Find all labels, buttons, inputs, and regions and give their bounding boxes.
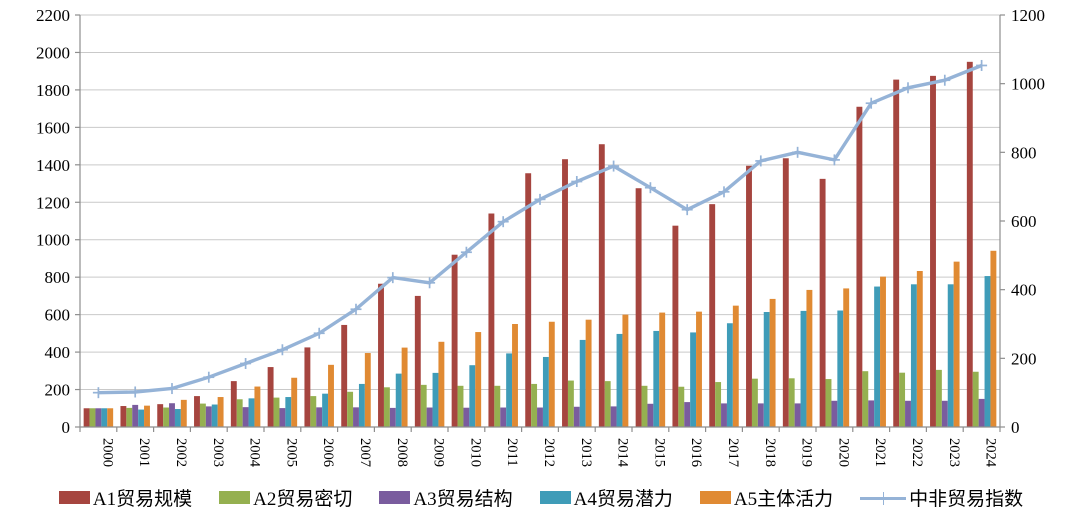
svg-text:2018: 2018 [762,438,778,467]
svg-text:2200: 2200 [36,6,70,25]
svg-text:1400: 1400 [36,156,70,175]
svg-text:2000: 2000 [99,438,115,467]
svg-text:2015: 2015 [651,438,667,467]
legend-label-a3: A3贸易结构 [413,489,513,510]
legend-item-a2: A2贸易密切 [219,484,352,511]
svg-text:200: 200 [1011,349,1037,368]
legend-swatch-a5 [699,491,731,504]
svg-text:2007: 2007 [357,438,373,467]
svg-text:2005: 2005 [283,438,299,467]
svg-text:2010: 2010 [467,438,483,467]
svg-text:2002: 2002 [173,438,189,467]
svg-text:0: 0 [62,418,71,437]
svg-text:2017: 2017 [725,438,741,467]
svg-text:400: 400 [1011,281,1037,300]
svg-text:2023: 2023 [946,438,962,467]
svg-text:2008: 2008 [394,438,410,467]
svg-text:2022: 2022 [909,438,925,467]
svg-text:2020: 2020 [835,438,851,467]
bars-3 [95,398,985,427]
legend-swatch-a4 [539,491,571,504]
bars-4 [101,276,991,427]
svg-text:400: 400 [45,343,71,362]
legend-item-a1: A1贸易规模 [58,484,193,511]
axes [75,14,1005,432]
legend-label-index: 中非贸易指数 [909,489,1024,510]
svg-text:2019: 2019 [799,438,815,467]
svg-text:2003: 2003 [210,438,226,467]
svg-text:2013: 2013 [578,438,594,467]
svg-text:1000: 1000 [36,231,70,250]
svg-text:2016: 2016 [688,438,704,467]
combo-chart: 0200400600800100012001400160018002000220… [36,6,1045,468]
svg-text:2014: 2014 [615,438,631,468]
legend-label-a5: A5主体活力 [733,489,834,510]
svg-text:1000: 1000 [1011,75,1045,94]
svg-text:2006: 2006 [320,438,336,467]
legend-item-a3: A3贸易结构 [379,484,513,511]
legend-label-a1: A1贸易规模 [92,489,193,510]
svg-text:600: 600 [1011,212,1037,231]
svg-text:1800: 1800 [36,81,70,100]
svg-text:2004: 2004 [247,438,263,468]
svg-text:1600: 1600 [36,118,70,137]
legend-swatch-a1 [58,491,90,504]
index-line-plus-markers [92,59,988,399]
svg-text:800: 800 [1011,143,1037,162]
legend-swatch-a3 [379,491,411,504]
legend-label-a2: A2贸易密切 [253,489,353,510]
svg-text:1200: 1200 [36,193,70,212]
svg-text:0: 0 [1011,418,1020,437]
svg-text:800: 800 [45,268,71,287]
svg-text:2012: 2012 [541,438,557,467]
legend-item-a5: A5主体活力 [699,484,834,511]
svg-text:2009: 2009 [431,438,447,467]
svg-text:2021: 2021 [872,438,888,467]
chart-legend: A1贸易规模 A2贸易密切 A3贸易结构 A4贸易潜力 A5主体活力 中非贸易指… [0,484,1082,511]
legend-line-marker-icon [860,490,907,506]
legend-item-a4: A4贸易潜力 [539,484,673,511]
svg-text:2000: 2000 [36,43,70,62]
svg-text:600: 600 [45,306,71,325]
legend-item-index-line: 中非贸易指数 [860,484,1023,511]
right-axis-labels: 0 200 400 600 800 1000 1200 [1011,6,1045,437]
bars-1 [83,61,973,428]
svg-text:2024: 2024 [983,438,999,468]
left-axis-labels: 0 200 400 600 800 1000 1200 1400 1600 1800 2000 220… [36,6,70,437]
svg-text:1200: 1200 [1011,6,1045,25]
svg-text:2011: 2011 [504,438,520,466]
x-axis-labels: 2000 2001 2002 2003 2004 2005 2006 2007 2008 2009… [99,438,998,468]
legend-label-a4: A4贸易潜力 [573,489,673,510]
bars-5 [107,250,997,427]
bars-2 [89,369,979,427]
legend-swatch-a2 [219,491,251,504]
svg-text:200: 200 [45,381,71,400]
svg-text:2001: 2001 [136,438,152,467]
